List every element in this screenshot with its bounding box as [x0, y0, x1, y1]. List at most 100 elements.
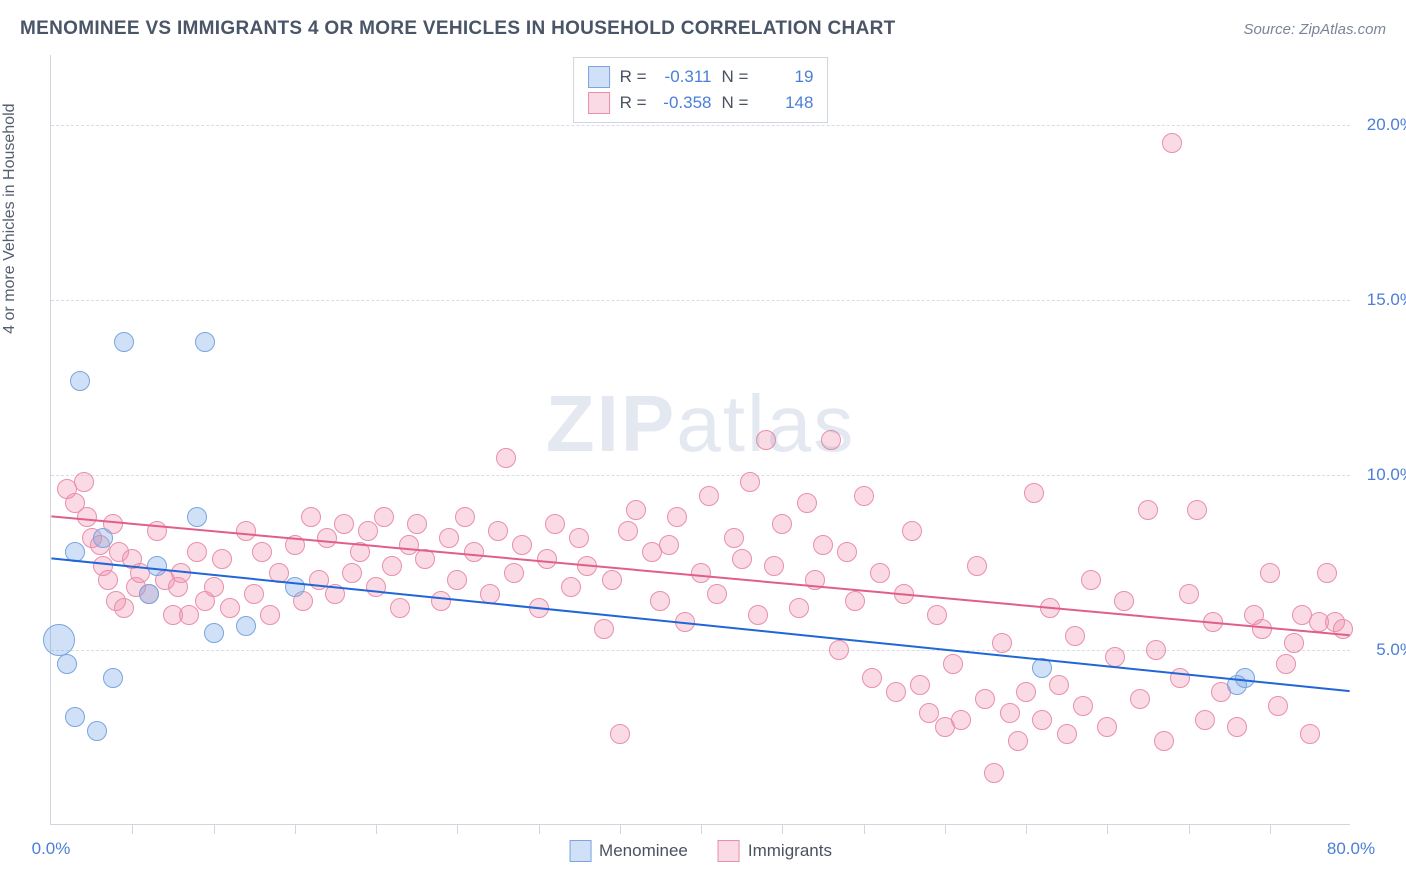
point-immigrants — [220, 598, 240, 618]
point-immigrants — [1146, 640, 1166, 660]
point-immigrants — [862, 668, 882, 688]
point-immigrants — [561, 577, 581, 597]
trend-lines — [51, 55, 1350, 824]
y-tick-label: 10.0% — [1355, 465, 1406, 485]
y-tick-label: 20.0% — [1355, 115, 1406, 135]
x-tick — [782, 824, 783, 834]
point-immigrants — [764, 556, 784, 576]
point-immigrants — [114, 598, 134, 618]
point-menominee — [114, 332, 134, 352]
point-immigrants — [1260, 563, 1280, 583]
point-immigrants — [748, 605, 768, 625]
point-immigrants — [1203, 612, 1223, 632]
point-immigrants — [854, 486, 874, 506]
point-immigrants — [691, 563, 711, 583]
point-immigrants — [910, 675, 930, 695]
point-immigrants — [1179, 584, 1199, 604]
point-immigrants — [366, 577, 386, 597]
point-immigrants — [1276, 654, 1296, 674]
x-tick — [864, 824, 865, 834]
gridline — [51, 475, 1350, 476]
point-immigrants — [480, 584, 500, 604]
point-immigrants — [805, 570, 825, 590]
point-immigrants — [179, 605, 199, 625]
point-immigrants — [1195, 710, 1215, 730]
point-immigrants — [415, 549, 435, 569]
point-immigrants — [829, 640, 849, 660]
point-menominee — [1032, 658, 1052, 678]
point-immigrants — [464, 542, 484, 562]
x-axis-label: 80.0% — [1327, 839, 1375, 859]
point-immigrants — [488, 521, 508, 541]
point-immigrants — [659, 535, 679, 555]
x-axis-label: 0.0% — [32, 839, 71, 859]
point-immigrants — [399, 535, 419, 555]
point-immigrants — [886, 682, 906, 702]
legend-item-immigrants: Immigrants — [718, 840, 832, 862]
point-immigrants — [98, 570, 118, 590]
point-menominee — [285, 577, 305, 597]
point-immigrants — [269, 563, 289, 583]
point-menominee — [236, 616, 256, 636]
point-immigrants — [74, 472, 94, 492]
point-immigrants — [244, 584, 264, 604]
point-menominee — [65, 707, 85, 727]
point-immigrants — [1284, 633, 1304, 653]
point-immigrants — [1187, 500, 1207, 520]
point-immigrants — [504, 563, 524, 583]
point-immigrants — [236, 521, 256, 541]
x-tick — [1026, 824, 1027, 834]
x-tick — [132, 824, 133, 834]
point-menominee — [93, 528, 113, 548]
point-immigrants — [870, 563, 890, 583]
point-immigrants — [1008, 731, 1028, 751]
point-immigrants — [1065, 626, 1085, 646]
point-immigrants — [1024, 483, 1044, 503]
point-immigrants — [1097, 717, 1117, 737]
x-tick — [295, 824, 296, 834]
point-immigrants — [1081, 570, 1101, 590]
point-menominee — [70, 371, 90, 391]
point-immigrants — [740, 472, 760, 492]
point-immigrants — [1130, 689, 1150, 709]
point-immigrants — [171, 563, 191, 583]
point-immigrants — [1057, 724, 1077, 744]
point-immigrants — [325, 584, 345, 604]
point-immigrants — [699, 486, 719, 506]
swatch-menominee — [588, 66, 610, 88]
point-immigrants — [837, 542, 857, 562]
point-immigrants — [667, 507, 687, 527]
point-immigrants — [431, 591, 451, 611]
point-immigrants — [334, 514, 354, 534]
point-immigrants — [975, 689, 995, 709]
point-immigrants — [204, 577, 224, 597]
point-immigrants — [927, 605, 947, 625]
point-immigrants — [187, 542, 207, 562]
point-immigrants — [212, 549, 232, 569]
point-immigrants — [789, 598, 809, 618]
point-immigrants — [951, 710, 971, 730]
point-immigrants — [894, 584, 914, 604]
point-immigrants — [756, 430, 776, 450]
x-tick — [1107, 824, 1108, 834]
point-immigrants — [992, 633, 1012, 653]
point-immigrants — [618, 521, 638, 541]
point-immigrants — [943, 654, 963, 674]
bottom-legend: Menominee Immigrants — [569, 840, 832, 862]
point-immigrants — [537, 549, 557, 569]
y-tick-label: 15.0% — [1355, 290, 1406, 310]
point-immigrants — [1317, 563, 1337, 583]
gridline — [51, 125, 1350, 126]
point-immigrants — [724, 528, 744, 548]
x-tick — [539, 824, 540, 834]
point-immigrants — [602, 570, 622, 590]
point-immigrants — [1073, 696, 1093, 716]
point-immigrants — [1333, 619, 1353, 639]
point-menominee — [195, 332, 215, 352]
point-immigrants — [707, 584, 727, 604]
point-immigrants — [845, 591, 865, 611]
point-immigrants — [1032, 710, 1052, 730]
x-tick — [945, 824, 946, 834]
point-immigrants — [374, 507, 394, 527]
point-immigrants — [594, 619, 614, 639]
